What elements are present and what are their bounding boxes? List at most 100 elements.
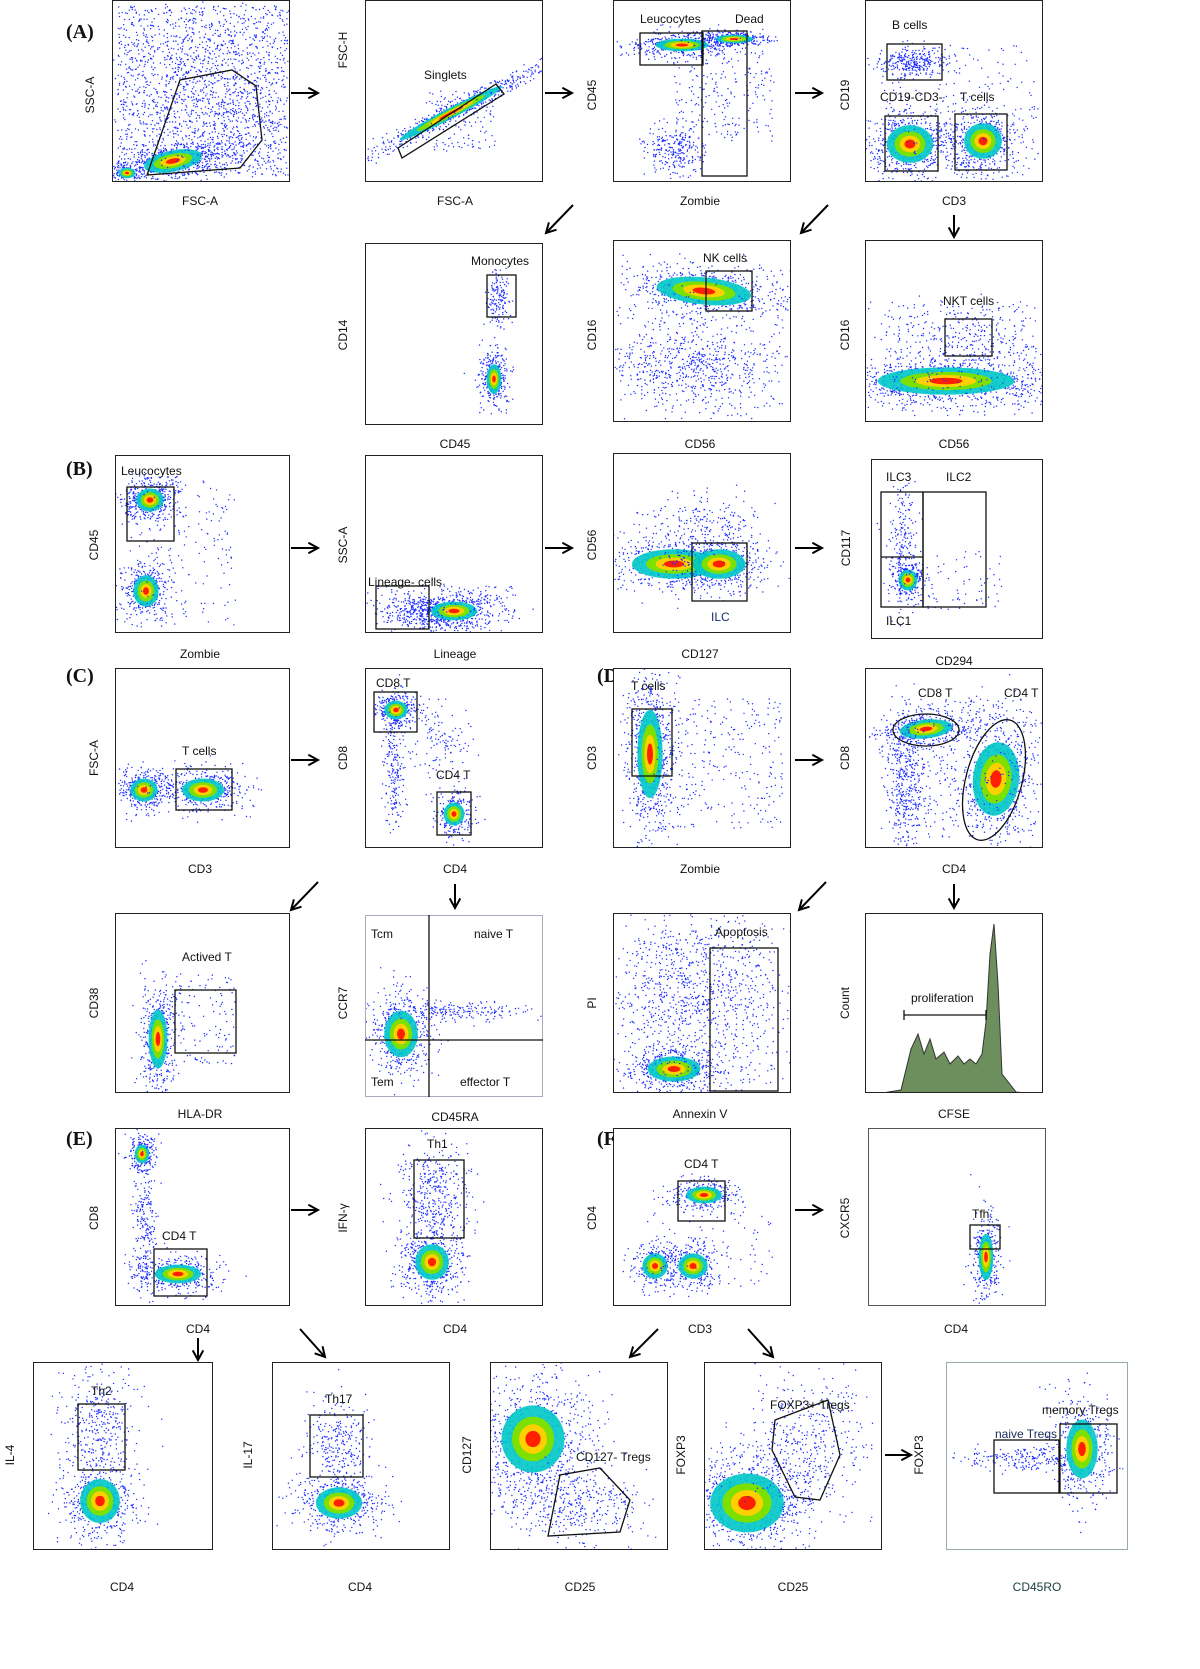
gate-label-proliferation: proliferation [911,991,974,1005]
x-axis-label: CD4 [348,1580,372,1594]
x-axis-label: FSC-A [182,194,218,208]
gate-label-memory-tregs: memory Tregs [1042,1403,1119,1417]
x-axis-label: CD45RO [1013,1580,1062,1594]
gating-arrow [795,753,825,767]
gate-label-nk-cells: NK cells [703,251,747,265]
gating-arrow [291,86,321,100]
y-axis-label: CD8 [336,746,350,770]
x-axis-label: CD3 [188,862,212,876]
gate-label-b-cells: B cells [892,18,927,32]
x-axis-label: CD56 [939,437,970,451]
plot-leucocytes [613,0,791,182]
density-dots [373,674,486,846]
gate-label-naive-tregs: naive Tregs [995,1427,1057,1441]
gate-label-th1: Th1 [427,1137,448,1151]
gate-label-dead: Dead [735,12,764,26]
plot-nkt-cells [865,240,1043,422]
y-axis-label: CD14 [336,320,350,351]
gate-label-t-cells: T cells [960,90,994,104]
gating-arrow [795,1203,825,1217]
x-axis-label: CD4 [443,1322,467,1336]
density-dots [618,669,783,847]
y-axis-label: CD19 [838,80,852,111]
plot-nk-cells [613,240,791,422]
gating-arrow [291,1203,321,1217]
section-label-b: (B) [66,458,93,481]
gate-label-th2: Th2 [91,1384,112,1398]
density-dots [113,1,289,181]
x-axis-label: CD4 [186,1322,210,1336]
gating-arrow [947,215,961,240]
plot-lineage [365,455,543,633]
density-dots [276,1369,402,1547]
x-axis-label: Zombie [680,194,720,208]
gating-arrow [628,1328,659,1359]
density-dots [118,1129,247,1303]
gating-arrow [299,1328,327,1359]
gating-arrow [289,881,319,912]
plot-cd4-cd8 [365,668,543,848]
gate-label-th17: Th17 [325,1392,352,1406]
plot-b-leucocytes [115,455,290,633]
y-axis-label: IL-4 [3,1445,17,1466]
density-dots [614,914,790,1092]
gate-label-apoptosis: Apoptosis [715,925,768,939]
x-axis-label: CD4 [944,1322,968,1336]
gate-label-singlets: Singlets [424,68,467,82]
plot-e-cd4-t [115,1128,290,1306]
y-axis-label: CD45 [87,530,101,561]
density-dots [366,57,542,164]
plot-apoptosis [613,913,791,1093]
x-axis-label: CD4 [942,862,966,876]
plot-activated-t [115,913,290,1093]
gate-label-cd4-t: CD4 T [684,1157,718,1171]
section-label-a: (A) [66,21,94,44]
plot-th2 [33,1362,213,1550]
y-axis-label: CD8 [87,1206,101,1230]
gating-arrow [795,541,825,555]
x-axis-label: Lineage [434,647,477,661]
y-axis-label: FSC-H [336,32,350,69]
density-dots [131,960,236,1092]
density-dots [963,1174,1011,1304]
gating-arrow [291,541,321,555]
density-dots [463,267,515,415]
x-axis-label: HLA-DR [178,1107,223,1121]
y-axis-label: CXCR5 [838,1198,852,1239]
y-axis-label: IL-17 [241,1441,255,1468]
gate-label-ilc3: ILC3 [886,470,911,484]
y-axis-label: PI [585,997,599,1008]
plot-ilc [613,453,791,633]
x-axis-label: CD294 [935,654,972,668]
density-dots [616,24,778,180]
gate-label-double-negative: CD19-CD3- [880,90,943,104]
gate-label-cd8-t: CD8 T [376,676,410,690]
plot-cfse-histogram [865,913,1043,1093]
y-axis-label: SSC-A [83,77,97,114]
gate-label-actived-t: Actived T [182,950,232,964]
gate-label-cd4-t: CD4 T [162,1229,196,1243]
y-axis-label: CD38 [87,988,101,1019]
section-label-e: (E) [66,1128,93,1151]
gate-label-ilc1: ILC1 [886,614,911,628]
gate-label-monocytes: Monocytes [471,254,529,268]
gate-label-t-cells: T cells [631,679,665,693]
density-dots [116,471,237,628]
section-label-c: (C) [66,665,94,688]
x-axis-label: CD4 [110,1580,134,1594]
density-dots [622,1173,773,1298]
gate-label-leucocytes: Leucocytes [640,12,701,26]
gating-arrow [191,1338,205,1363]
plot-ilc-subsets [871,459,1043,639]
y-axis-label: FSC-A [87,740,101,776]
gate-label-cd4-t: CD4 T [436,768,470,782]
x-axis-label: CD45 [440,437,471,451]
plot-th1 [365,1128,543,1306]
gate-label-ilc: ILC [711,610,730,624]
x-axis-label: Zombie [180,647,220,661]
density-dots [876,481,1003,627]
gate-label-leucocytes: Leucocytes [121,464,182,478]
plot-naive-memory-tregs [946,1362,1128,1550]
density-dots [614,253,790,420]
plot-th17 [272,1362,450,1550]
